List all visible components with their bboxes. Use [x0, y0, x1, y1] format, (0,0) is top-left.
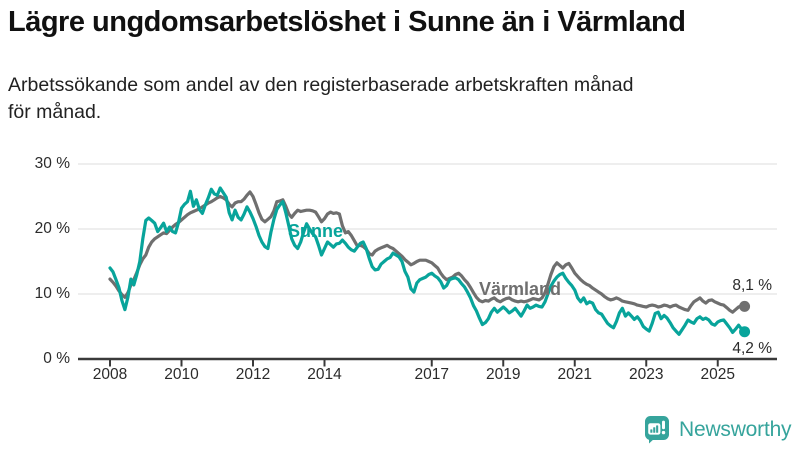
newsworthy-logo: Newsworthy — [644, 415, 792, 444]
sunne-end-dot — [739, 326, 751, 338]
sunne-series-label: Sunne — [288, 221, 344, 241]
page-title: Lägre ungdomsarbetslöshet i Sunne än i V… — [8, 6, 686, 38]
vrmland-line — [108, 190, 747, 314]
x-tick-label: 2012 — [235, 366, 271, 383]
x-tick-label: 2008 — [92, 366, 128, 383]
newsworthy-logo-icon — [645, 416, 669, 444]
x-tick-label: 2023 — [629, 366, 664, 383]
y-tick-label: 0 % — [43, 350, 70, 367]
newsworthy-logo-text: Newsworthy — [679, 417, 792, 441]
x-tick-label: 2021 — [557, 366, 592, 383]
series-end-dots — [739, 300, 751, 338]
y-tick-label: 10 % — [34, 285, 70, 302]
x-tick-label: 2010 — [164, 366, 199, 383]
varmland-end-value-label: 8,1 % — [732, 277, 772, 294]
y-tick-label: 20 % — [34, 220, 70, 237]
gridlines — [78, 163, 777, 295]
sunne-line — [108, 186, 747, 336]
x-tick-label: 2019 — [486, 366, 521, 383]
y-tick-label: 30 % — [34, 155, 70, 172]
chart-subtitle: Arbetssökande som andel av den registerb… — [8, 74, 634, 124]
x-tick-label: 2014 — [307, 366, 342, 383]
vrmland-end-dot — [739, 300, 751, 312]
x-tick-label: 2025 — [700, 366, 735, 383]
bar-chart-exclamation-icon — [648, 420, 666, 435]
x-axis-ticks — [109, 360, 719, 367]
x-tick-label: 2017 — [414, 366, 449, 383]
series-lines — [108, 186, 747, 336]
sunne-end-value-label: 4,2 % — [732, 340, 772, 357]
varmland-series-label: Värmland — [479, 279, 562, 299]
